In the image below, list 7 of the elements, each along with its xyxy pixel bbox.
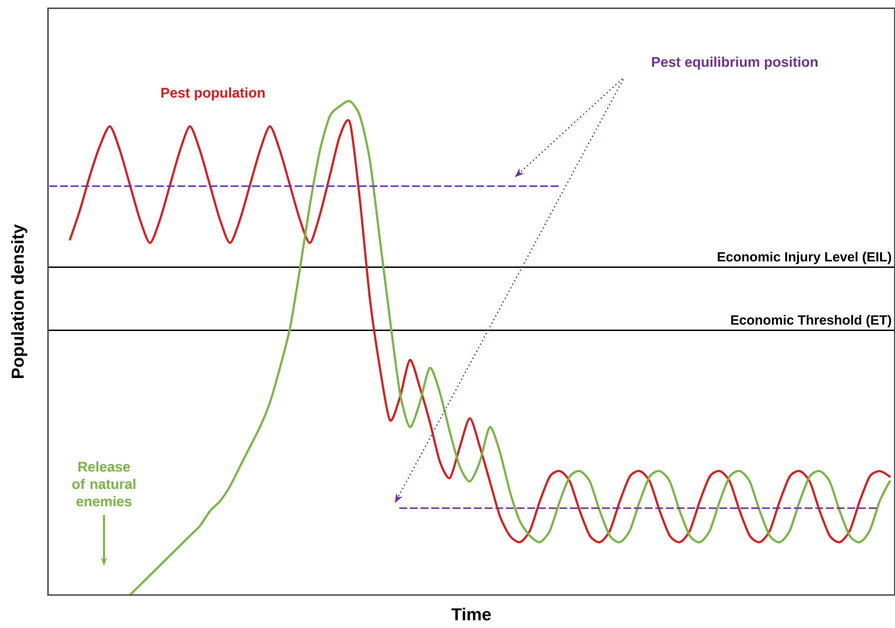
y-axis-title: Population density <box>11 224 28 378</box>
x-axis-title: Time <box>451 608 491 620</box>
ref-line-label: Economic Threshold (ET) <box>731 314 892 328</box>
text: Pest equilibrium position <box>652 56 818 70</box>
series-label: Pest population <box>161 87 265 100</box>
ref-line-label: Economic Injury Level (EIL) <box>718 252 892 264</box>
text: Release of natural enemies <box>72 461 136 506</box>
